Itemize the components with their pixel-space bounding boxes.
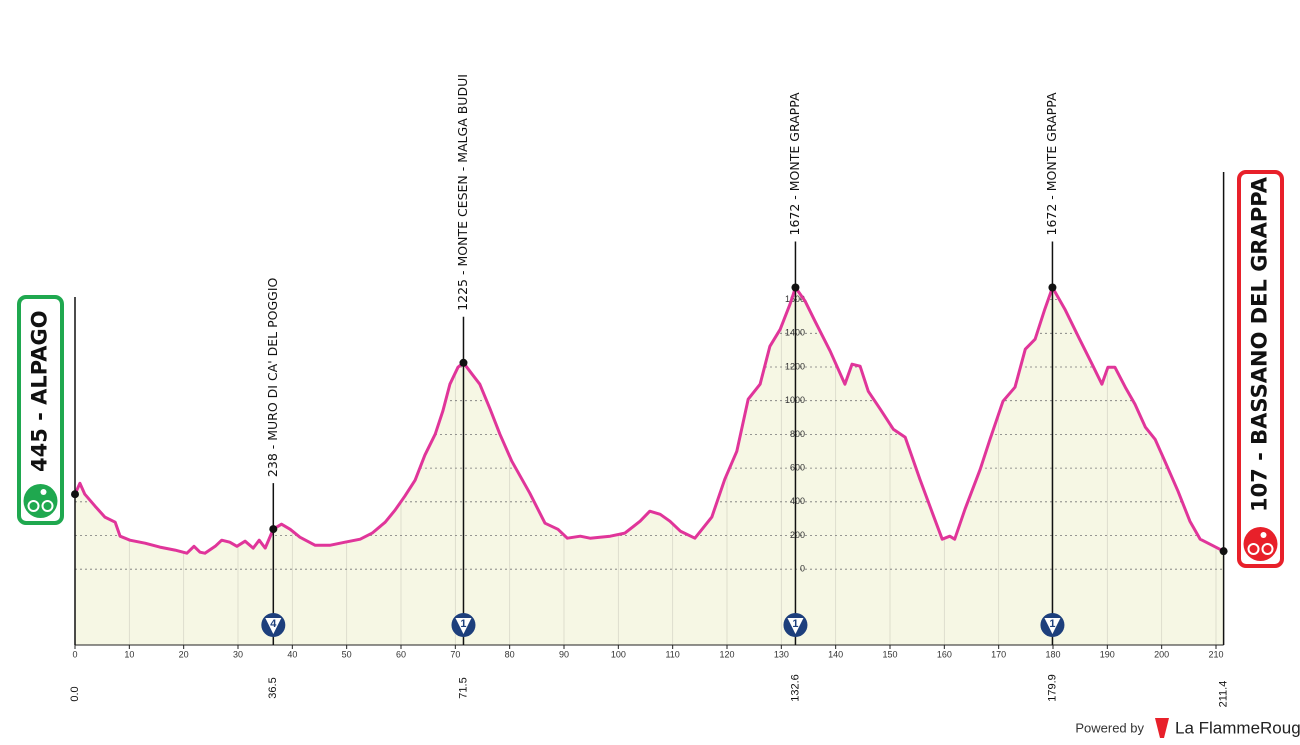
x-tick-label: 170 (991, 649, 1006, 659)
start-box (17, 295, 64, 525)
start-marker (71, 490, 79, 499)
x-tick-label: 20 (179, 649, 189, 659)
km-label: 0.0 (69, 686, 81, 701)
climb-badge-inner (455, 618, 472, 634)
start-icon-head (40, 489, 47, 495)
x-tick-label: 10 (124, 649, 134, 659)
y-tick-label: 600 (790, 462, 805, 472)
x-tick-label: 200 (1154, 649, 1169, 659)
y-tick-label: 0 (800, 564, 805, 574)
x-tick-label: 120 (719, 649, 734, 659)
x-tick-label: 0 (72, 649, 77, 659)
km-label: 132.6 (789, 674, 801, 702)
km-label: 36.5 (267, 677, 279, 698)
climb-badge-inner (265, 618, 282, 634)
finish-icon-head (1260, 532, 1267, 538)
finish-marker (1219, 547, 1228, 556)
x-tick-label: 130 (774, 649, 789, 659)
profile-area (75, 287, 1224, 645)
y-tick-label: 200 (790, 530, 805, 540)
profile-line (73, 286, 1225, 555)
finish-label: 107 - BASSANO DEL GRAPPA (1248, 176, 1272, 512)
finish-icon-wheel (1261, 543, 1274, 555)
y-tick-label: 400 (790, 496, 805, 506)
start-label: 445 - ALPAGO (28, 310, 52, 472)
climb-marker (1048, 283, 1057, 292)
x-tick-label: 110 (665, 649, 679, 659)
climb-label: 238 - MURO DI CA' DEL POGGIO (265, 277, 280, 477)
finish-icon-wheel (1247, 543, 1260, 555)
powered-by: Powered by (1075, 720, 1144, 735)
start-icon (23, 484, 58, 518)
x-tick-label: 150 (882, 649, 897, 659)
climb-category: 1 (460, 618, 466, 630)
logo-mark (1155, 718, 1169, 738)
km-label: 179.9 (1046, 674, 1058, 702)
km-label: 71.5 (457, 677, 469, 698)
x-tick-label: 70 (450, 649, 460, 659)
climb-label: 1672 - MONTE GRAPPA (1044, 92, 1059, 235)
x-tick-label: 90 (559, 649, 569, 659)
x-tick-label: 100 (611, 649, 626, 659)
climb-marker (269, 525, 278, 534)
start-icon-wheel (27, 500, 40, 512)
start-icon-wheel (41, 500, 54, 512)
x-tick-label: 80 (505, 649, 515, 659)
climb-category: 1 (792, 618, 798, 630)
finish-icon (1243, 527, 1278, 561)
y-tick-label: 800 (790, 429, 805, 439)
climb-category: 4 (270, 618, 277, 630)
climb-marker (791, 283, 800, 292)
climb-badge-inner (1044, 618, 1061, 634)
climb-marker (459, 358, 468, 367)
x-tick-label: 190 (1100, 649, 1115, 659)
x-tick-label: 140 (828, 649, 843, 659)
x-tick-label: 160 (937, 649, 952, 659)
climb-label: 1672 - MONTE GRAPPA (787, 92, 802, 235)
brand: La FlammeRouge (1175, 718, 1300, 737)
x-tick-label: 210 (1208, 649, 1223, 659)
climb-badge-inner (787, 618, 804, 634)
km-label: 211.4 (1218, 681, 1230, 708)
x-tick-label: 40 (287, 649, 297, 659)
x-tick-label: 180 (1045, 649, 1060, 659)
x-tick-label: 50 (342, 649, 352, 659)
climb-category: 1 (1049, 618, 1055, 630)
climb-label: 1225 - MONTE CESEN - MALGA BUDUI (455, 74, 470, 311)
finish-box (1237, 170, 1284, 568)
x-tick-label: 60 (396, 649, 406, 659)
x-tick-label: 30 (233, 649, 243, 659)
